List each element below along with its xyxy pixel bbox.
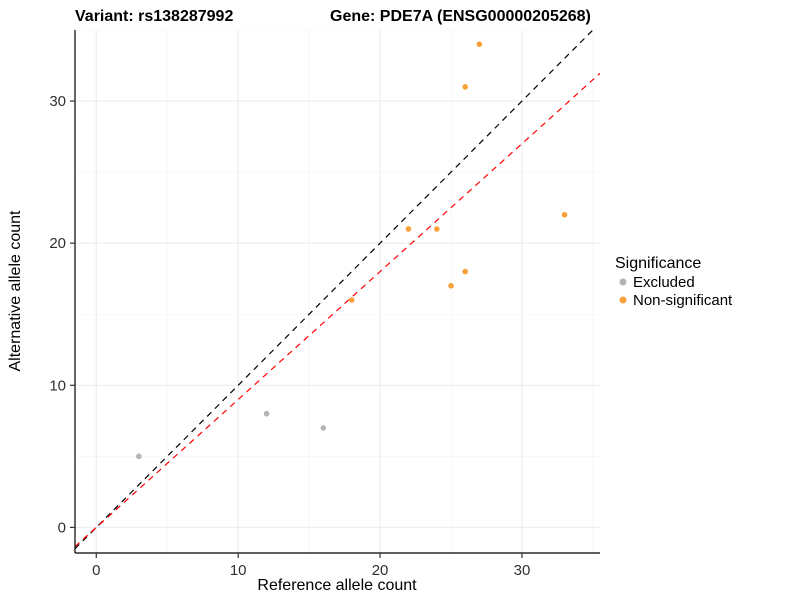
axis-layer: 0 10 20 30 0 10 20 30	[49, 30, 600, 579]
y-tick-label: 10	[49, 377, 66, 394]
y-tick-label: 20	[49, 235, 66, 252]
y-tick-label: 0	[58, 519, 66, 536]
data-point-non-significant	[462, 84, 469, 90]
identity-line	[75, 30, 594, 550]
data-point-non-significant	[448, 283, 454, 289]
x-tick-label: 0	[92, 562, 100, 579]
points-layer	[136, 41, 568, 460]
y-axis-label: Alternative allele count	[7, 210, 24, 372]
x-tick-label: 30	[514, 562, 531, 579]
chart-title-variant: Variant: rs138287992	[75, 8, 233, 25]
y-tick-label: 30	[49, 93, 66, 110]
expected-ratio-line	[75, 72, 600, 548]
reference-lines-layer	[75, 30, 600, 550]
x-tick-label: 10	[230, 562, 247, 579]
data-point-non-significant	[405, 226, 412, 232]
legend-title: Significance	[615, 255, 701, 272]
grid-layer	[75, 29, 600, 553]
data-point-excluded	[263, 410, 270, 417]
data-point-excluded	[136, 453, 142, 460]
data-point-non-significant	[434, 226, 440, 232]
data-point-non-significant	[476, 41, 483, 48]
legend-item-label: Non-significant	[633, 292, 733, 309]
legend-swatch-excluded	[619, 278, 627, 286]
chart-title-gene: Gene: PDE7A (ENSG00000205268)	[330, 8, 591, 25]
data-point-non-significant	[462, 268, 469, 275]
x-axis-label: Reference allele count	[257, 577, 417, 594]
legend-item-label: Excluded	[633, 274, 695, 291]
data-point-non-significant	[561, 211, 568, 218]
data-point-excluded	[320, 425, 327, 431]
data-point-non-significant	[348, 297, 355, 303]
x-tick-label: 20	[372, 562, 389, 579]
legend-swatch-non-significant	[619, 296, 627, 304]
